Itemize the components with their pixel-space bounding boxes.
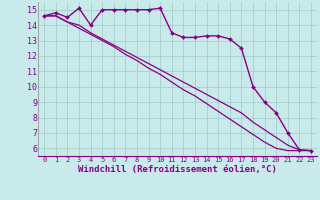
X-axis label: Windchill (Refroidissement éolien,°C): Windchill (Refroidissement éolien,°C) [78, 165, 277, 174]
